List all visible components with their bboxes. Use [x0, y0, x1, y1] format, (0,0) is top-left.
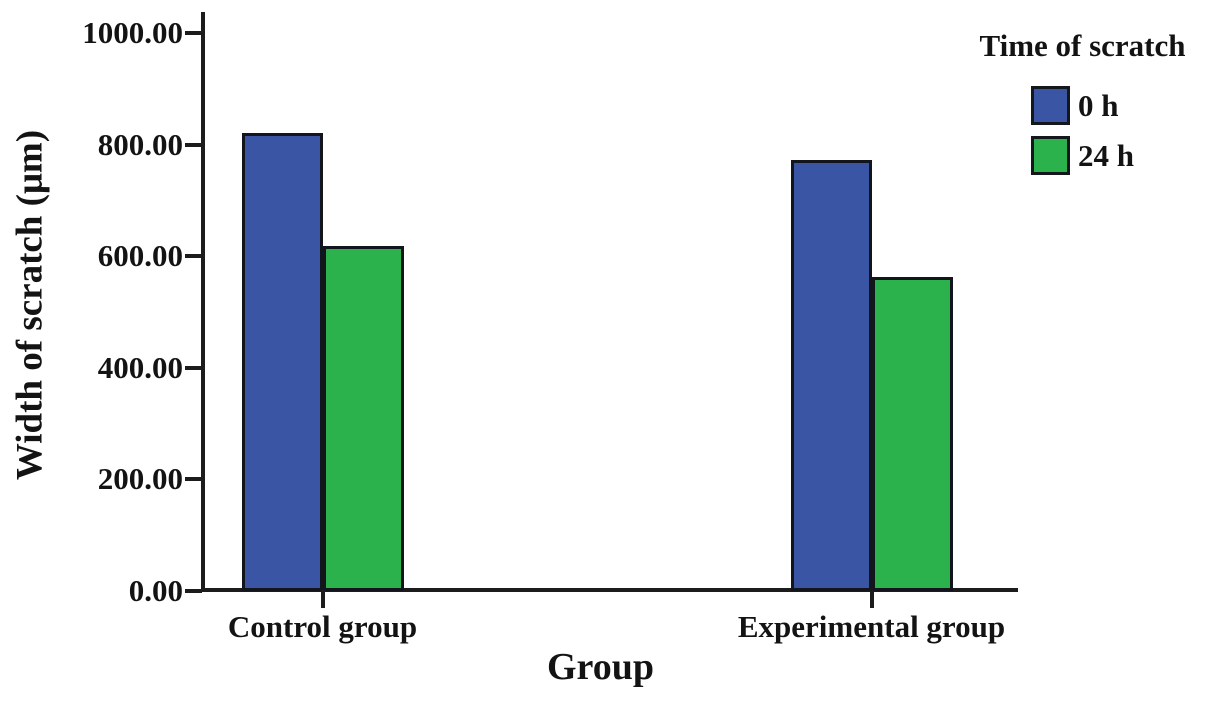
legend-item-label: 24 h — [1078, 137, 1134, 173]
bar-24-h-experimental-group — [871, 277, 953, 591]
x-axis-category-label-control-group: Control group — [227, 609, 418, 644]
y-axis-tick — [185, 31, 202, 35]
y-axis-tick-label: 0.00 — [128, 572, 183, 608]
y-axis-tick — [185, 254, 202, 258]
y-axis-line — [201, 12, 205, 592]
x-axis-category-label-experimental-group: Experimental group — [737, 609, 1006, 644]
legend-item-label: 0 h — [1078, 87, 1119, 123]
y-axis-tick-label: 800.00 — [97, 126, 183, 162]
y-axis-tick-label: 400.00 — [97, 349, 183, 385]
bar-24-h-control-group — [322, 245, 404, 591]
legend-item-0-h: 0 h — [1031, 86, 1119, 125]
y-axis-tick — [185, 588, 202, 593]
legend-item-24-h: 24 h — [1031, 136, 1134, 175]
bar-0-h-control-group — [241, 133, 323, 591]
legend-title: Time of scratch — [979, 28, 1186, 63]
x-axis-tick — [320, 590, 325, 608]
bar-0-h-experimental-group — [790, 160, 872, 591]
y-axis-title: Width of scratch (μm) — [9, 129, 51, 481]
y-axis-tick — [185, 365, 202, 370]
legend-swatch-24-h-icon — [1031, 136, 1070, 175]
y-axis-tick-label: 1000.00 — [82, 15, 183, 50]
y-axis-tick — [185, 142, 202, 147]
legend-swatch-0-h-icon — [1031, 86, 1070, 125]
x-axis-tick — [869, 590, 874, 608]
y-axis-tick-label: 200.00 — [97, 461, 183, 496]
y-axis-tick — [185, 477, 202, 481]
x-axis-line — [201, 588, 1018, 592]
y-axis-tick-label: 600.00 — [97, 238, 183, 273]
x-axis-title: Group — [546, 646, 654, 688]
